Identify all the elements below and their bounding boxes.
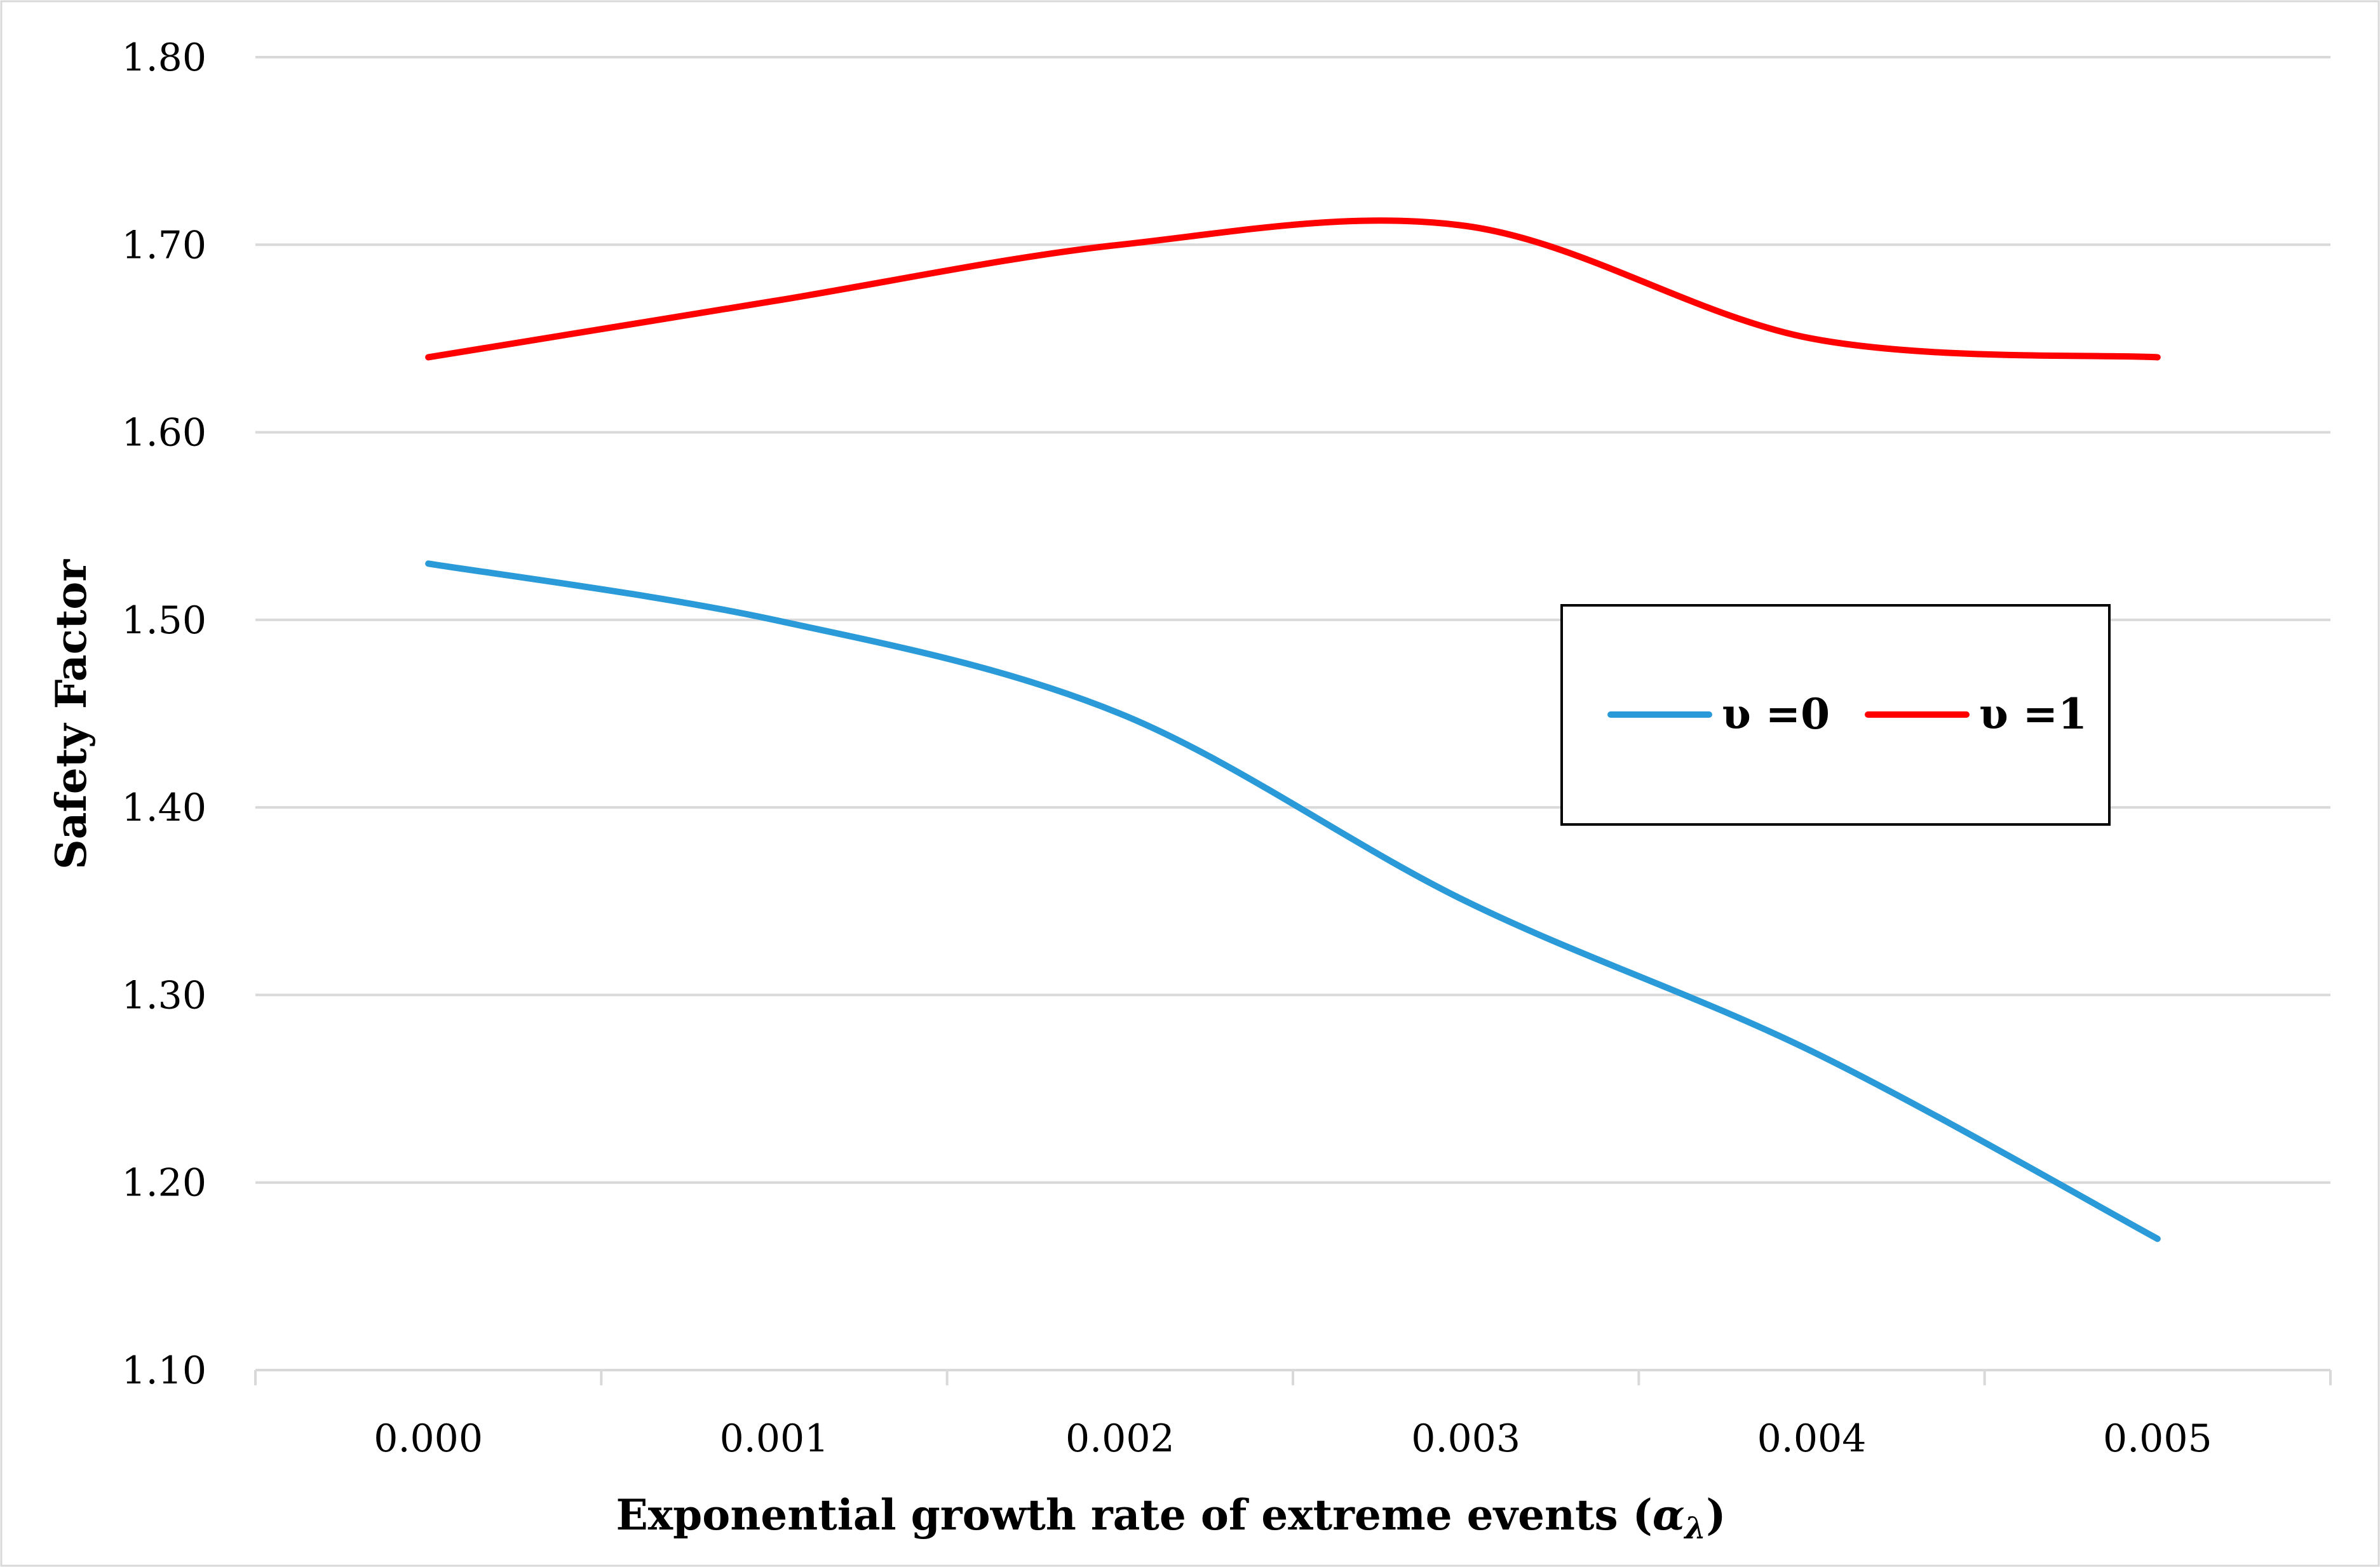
series-lines bbox=[425, 217, 2161, 1242]
x-axis-title-symbol: α bbox=[1653, 1490, 1685, 1540]
x-axis-title-subscript: λ bbox=[1684, 1510, 1707, 1546]
y-tick-label: 1.30 bbox=[121, 973, 206, 1018]
x-tick-label: 0.003 bbox=[1411, 1416, 1520, 1461]
y-tick-label: 1.10 bbox=[121, 1348, 206, 1393]
y-tick-label: 1.60 bbox=[121, 411, 206, 455]
x-tick-label: 0.001 bbox=[720, 1416, 829, 1461]
y-tick-label: 1.50 bbox=[121, 598, 206, 643]
x-axis-title-close: ) bbox=[1706, 1490, 1726, 1540]
x-tick-label: 0.002 bbox=[1065, 1416, 1175, 1461]
y-tick-label: 1.20 bbox=[121, 1161, 206, 1206]
legend-label-v1: υ =1 bbox=[1979, 689, 2087, 739]
y-tick-labels: 1.10 1.20 1.30 1.40 1.50 1.60 1.70 1.80 bbox=[121, 36, 206, 1393]
x-tick-label: 0.000 bbox=[374, 1416, 483, 1461]
y-tick-label: 1.40 bbox=[121, 786, 206, 830]
x-tick-label: 0.005 bbox=[2103, 1416, 2212, 1461]
x-tick-label: 0.004 bbox=[1757, 1416, 1867, 1461]
series-line-1 bbox=[425, 217, 2161, 361]
y-tick-label: 1.70 bbox=[121, 223, 206, 267]
legend: υ =0 υ =1 bbox=[1560, 604, 2111, 826]
series-line-0 bbox=[425, 560, 2161, 1242]
x-axis-title-text: Exponential growth rate of extreme event… bbox=[616, 1490, 1653, 1540]
x-tick-labels: 0.000 0.001 0.002 0.003 0.004 0.005 bbox=[374, 1416, 2212, 1461]
x-axis-title: Exponential growth rate of extreme event… bbox=[616, 1490, 1726, 1546]
y-tick-label: 1.80 bbox=[121, 36, 206, 80]
y-axis-title: Safety Factor bbox=[46, 559, 96, 870]
legend-label-v0: υ =0 bbox=[1722, 689, 1830, 739]
